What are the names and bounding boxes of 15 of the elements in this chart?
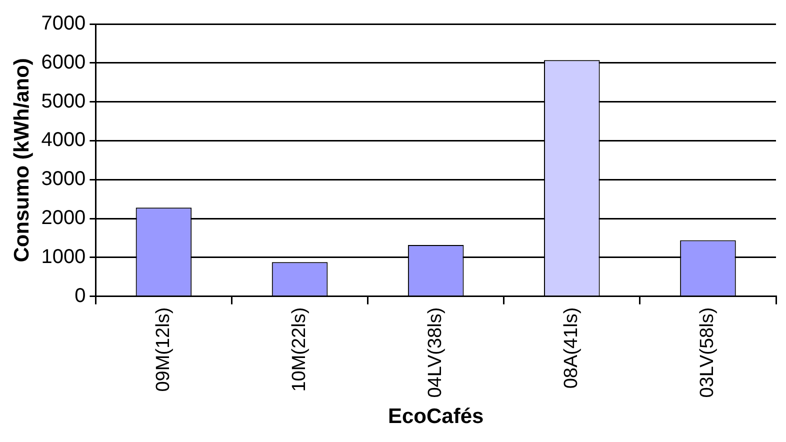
x-tick-label: 03LV(58ls) <box>697 307 718 398</box>
y-axis-title: Consumo (kWh/ano) <box>10 58 34 262</box>
x-tick-label: 04LV(38ls) <box>425 307 446 398</box>
x-axis-title: EcoCafés <box>388 405 484 428</box>
y-tick-label: 6000 <box>41 51 86 74</box>
y-tick-label: 7000 <box>41 12 86 35</box>
x-tick-label: 08A(41ls) <box>561 307 582 389</box>
x-tick-label: 10M(22ls) <box>289 307 310 392</box>
y-tick-label: 3000 <box>41 168 86 190</box>
y-tick-label: 2000 <box>41 207 86 230</box>
y-tick-label: 4000 <box>41 129 86 152</box>
y-tick-label: 1000 <box>41 246 86 268</box>
x-tick-label: 09M(12ls) <box>152 307 174 392</box>
y-tick-label: 0 <box>74 284 86 307</box>
y-tick-label: 5000 <box>41 90 86 112</box>
